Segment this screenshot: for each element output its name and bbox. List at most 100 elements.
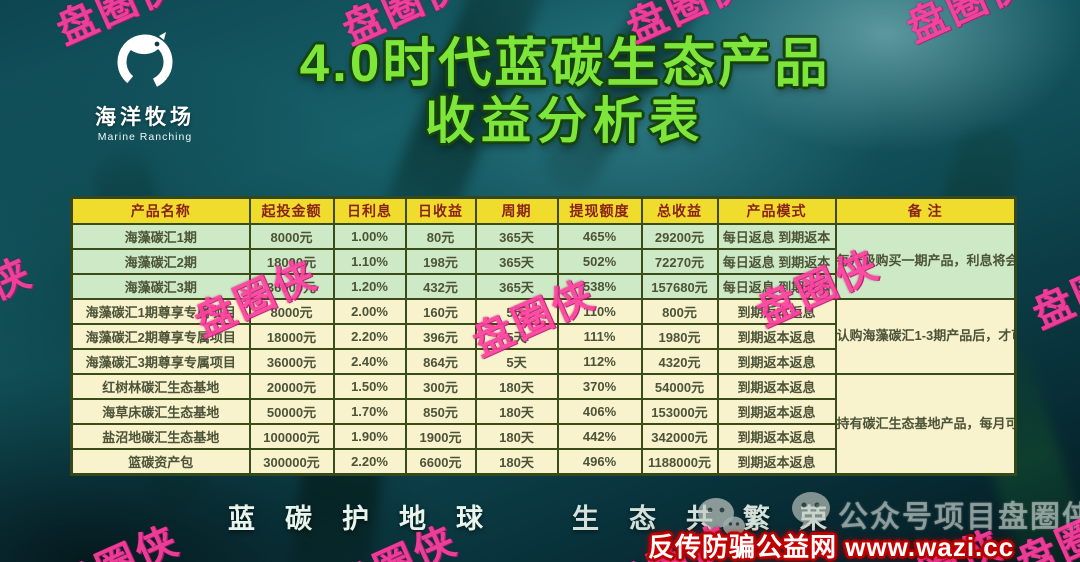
cell-cycle: 180天 bbox=[474, 423, 559, 450]
cell-mode: 到期返本返息 bbox=[716, 298, 837, 325]
cell-quota: 112% bbox=[556, 348, 643, 375]
cell-product: 海藻碳汇1期 bbox=[70, 223, 251, 250]
table-row: 海草床碳汇生态基地 50000元 1.70% 850元 180天 406% 15… bbox=[70, 398, 1016, 425]
cell-mode: 到期返本返息 bbox=[716, 423, 837, 450]
cell-mode: 到期返本返息 bbox=[716, 398, 837, 425]
cell-product: 海藻碳汇3期尊享专属项目 bbox=[70, 348, 251, 375]
page-title-line2: 收益分析表 bbox=[425, 93, 705, 150]
col-header: 备 注 bbox=[834, 196, 1017, 225]
cell-rate: 1.20% bbox=[332, 273, 407, 300]
cell-daily: 864元 bbox=[404, 348, 477, 375]
cell-cycle: 180天 bbox=[474, 373, 559, 400]
cell-invest: 36000元 bbox=[248, 348, 335, 375]
cell-cycle: 5天 bbox=[474, 323, 559, 350]
cell-note: 认购海藻碳汇1-3期产品后，才可购买对应或低等级的尊享产品 bbox=[834, 298, 1017, 375]
cell-quota: 111% bbox=[556, 323, 643, 350]
cell-rate: 1.70% bbox=[332, 398, 407, 425]
cell-total: 29200元 bbox=[640, 223, 719, 250]
cell-mode: 到期返本返息 bbox=[716, 348, 837, 375]
anti-scam-banner: 反传防骗公益网 www.wazi.cc bbox=[648, 532, 1015, 562]
cell-rate: 2.00% bbox=[332, 298, 407, 325]
logo-name-en: Marine Ranching bbox=[97, 131, 193, 143]
cell-daily: 80元 bbox=[404, 223, 477, 250]
cell-total: 342000元 bbox=[640, 423, 719, 450]
table-row: 盐沼地碳汇生态基地 100000元 1.90% 1900元 180天 442% … bbox=[70, 423, 1016, 450]
cell-product: 海藻碳汇1期尊享专属项目 bbox=[70, 298, 251, 325]
cell-cycle: 5天 bbox=[474, 298, 559, 325]
cell-rate: 2.40% bbox=[332, 348, 407, 375]
cell-quota: 502% bbox=[556, 248, 643, 275]
cell-mode: 到期返本返息 bbox=[716, 373, 837, 400]
cell-mode: 每日返息 到期返本 bbox=[716, 273, 837, 300]
table-row: 海藻碳汇3期 36000元 1.20% 432元 365天 538% 15768… bbox=[70, 273, 1016, 300]
marine-ranching-logo: 海洋牧场 Marine Ranching bbox=[80, 32, 210, 143]
table-row: 海藻碳汇1期 8000元 1.00% 80元 365天 465% 29200元 … bbox=[70, 223, 1017, 300]
cell-daily: 300元 bbox=[404, 373, 477, 400]
cell-invest: 18000元 bbox=[248, 323, 335, 350]
cell-total: 1188000元 bbox=[640, 448, 719, 476]
cell-cycle: 180天 bbox=[474, 398, 559, 425]
cell-quota: 406% bbox=[556, 398, 643, 425]
cell-quota: 110% bbox=[556, 298, 643, 325]
col-header: 提现额度 bbox=[556, 196, 643, 225]
wechat-icon bbox=[698, 498, 745, 536]
cell-daily: 396元 bbox=[404, 323, 477, 350]
wechat-account-watermark: 公众号项目盘圈侠 bbox=[838, 501, 1080, 534]
cell-product: 海藻碳汇3期 bbox=[70, 273, 251, 300]
cell-product: 红树林碳汇生态基地 bbox=[70, 373, 251, 400]
cell-quota: 465% bbox=[556, 223, 643, 250]
cell-total: 1980元 bbox=[640, 323, 719, 350]
col-header: 日利息 bbox=[332, 196, 407, 225]
page-title-line1: 4.0时代蓝碳生态产品 bbox=[299, 34, 831, 93]
cell-cycle: 365天 bbox=[474, 223, 559, 250]
cell-daily: 850元 bbox=[404, 398, 477, 425]
wechat-icon bbox=[792, 492, 830, 531]
table-row: 海藻碳汇1期尊享专属项目 8000元 2.00% 160元 5天 110% 80… bbox=[70, 298, 1017, 375]
cell-daily: 198元 bbox=[404, 248, 477, 275]
page-title: 4.0时代蓝碳生态产品 收益分析表 bbox=[255, 34, 875, 149]
table-row: 海藻碳汇2期 18000元 1.10% 198元 365天 502% 72270… bbox=[70, 248, 1016, 275]
cell-mode: 每日返息 到期返本 bbox=[716, 223, 837, 250]
table-row: 篮碳资产包 300000元 2.20% 6600元 180天 496% 1188… bbox=[70, 448, 1016, 476]
cell-quota: 538% bbox=[556, 273, 643, 300]
cell-total: 157680元 bbox=[640, 273, 719, 300]
cell-invest: 100000元 bbox=[248, 423, 335, 450]
cell-invest: 8000元 bbox=[248, 223, 335, 250]
cell-total: 72270元 bbox=[640, 248, 719, 275]
cell-cycle: 5天 bbox=[474, 348, 559, 375]
cell-quota: 496% bbox=[556, 448, 643, 476]
cell-total: 4320元 bbox=[640, 348, 719, 375]
logo-name-cn: 海洋牧场 bbox=[95, 106, 195, 129]
cell-invest: 36000元 bbox=[248, 273, 335, 300]
cell-quota: 370% bbox=[556, 373, 643, 400]
cell-rate: 1.90% bbox=[332, 423, 407, 450]
cell-daily: 6600元 bbox=[404, 448, 477, 476]
cell-note: 每升级购买一期产品，利息将会同比增长。每个产品分别配比蓝碳积分80/180/36… bbox=[834, 223, 1017, 300]
cell-invest: 50000元 bbox=[248, 398, 335, 425]
cell-daily: 432元 bbox=[404, 273, 477, 300]
cell-mode: 到期返本返息 bbox=[716, 323, 837, 350]
col-header: 产品模式 bbox=[716, 196, 837, 225]
table-row: 海藻碳汇3期尊享专属项目 36000元 2.40% 864元 5天 112% 4… bbox=[70, 348, 1016, 375]
cell-rate: 1.50% bbox=[332, 373, 407, 400]
col-header: 日收益 bbox=[404, 196, 477, 225]
table-row: 海藻碳汇2期尊享专属项目 18000元 2.20% 396元 5天 111% 1… bbox=[70, 323, 1016, 350]
profit-table: 产品名称 起投金额 日利息 日收益 周期 提现额度 总收益 产品模式 备 注 海… bbox=[70, 196, 1017, 476]
cell-total: 153000元 bbox=[640, 398, 719, 425]
col-header: 产品名称 bbox=[70, 196, 251, 225]
cell-total: 54000元 bbox=[640, 373, 719, 400]
tagline-blue-carbon: 蓝碳护地球 bbox=[228, 504, 513, 534]
col-header: 起投金额 bbox=[248, 196, 335, 225]
cell-rate: 2.20% bbox=[332, 323, 407, 350]
cell-product: 海藻碳汇2期尊享专属项目 bbox=[70, 323, 251, 350]
table-row: 红树林碳汇生态基地 20000元 1.50% 300元 180天 370% 54… bbox=[70, 373, 1017, 476]
cell-invest: 18000元 bbox=[248, 248, 335, 275]
cell-note: 持有碳汇生态基地产品，每月可领取5%生态环境补贴金，持有多份每月可领取多份5%生… bbox=[834, 373, 1017, 476]
cell-invest: 20000元 bbox=[248, 373, 335, 400]
cell-mode: 到期返本返息 bbox=[716, 448, 837, 476]
table-header-row: 产品名称 起投金额 日利息 日收益 周期 提现额度 总收益 产品模式 备 注 bbox=[70, 196, 1017, 225]
cell-product: 篮碳资产包 bbox=[70, 448, 251, 476]
cell-mode: 每日返息 到期返本 bbox=[716, 248, 837, 275]
cell-invest: 300000元 bbox=[248, 448, 335, 476]
